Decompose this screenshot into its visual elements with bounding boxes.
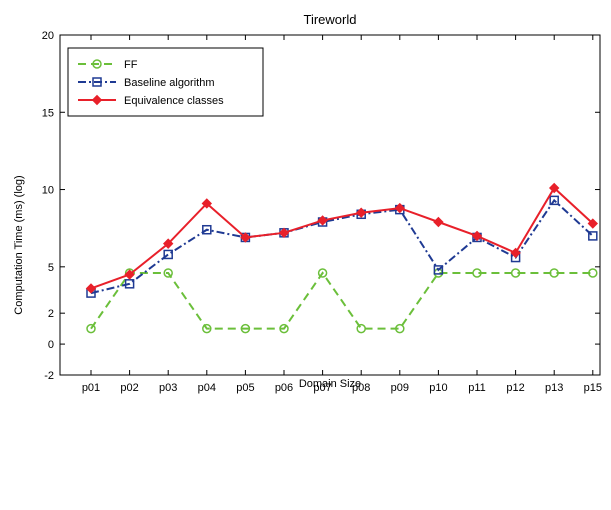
data-point (355, 207, 367, 218)
legend-label: Baseline algorithm (124, 77, 215, 89)
series-line (90, 186, 594, 290)
data-point (279, 323, 289, 334)
data-point (124, 279, 135, 289)
data-point (317, 268, 328, 278)
data-point (395, 323, 405, 334)
x-tick-label: p04 (198, 382, 216, 394)
legend-item: Equivalence classes (78, 94, 224, 107)
data-point (510, 247, 521, 259)
data-point (240, 232, 251, 243)
data-point (202, 323, 212, 334)
x-tick-label: p15 (584, 382, 602, 394)
data-point (202, 224, 212, 235)
legend-marker (92, 59, 102, 69)
y-axis-label: Computation Time (ms) (log) (13, 175, 25, 314)
data-point (472, 268, 482, 278)
x-axis-label: Domain Size (299, 378, 361, 390)
x-tick-label: p03 (159, 382, 177, 394)
legend-item: Baseline algorithm (78, 77, 215, 89)
data-point (317, 215, 328, 226)
data-point (86, 323, 96, 334)
data-point (124, 269, 135, 280)
data-point (394, 202, 406, 214)
series-line (90, 198, 594, 295)
data-point (588, 231, 598, 241)
x-tick-label: p11 (468, 382, 486, 394)
y-tick-label: 10 (42, 185, 54, 197)
data-point (587, 218, 599, 229)
y-tick-label: 15 (42, 107, 54, 119)
x-tick-label: p05 (236, 382, 254, 394)
data-point (278, 227, 290, 239)
x-tick-label: p06 (275, 382, 293, 394)
data-point (510, 268, 521, 278)
x-tick-label: p02 (120, 382, 138, 394)
x-tick-label: p09 (391, 382, 409, 394)
data-point (433, 265, 444, 275)
legend: FF Baseline algorithm Equivalence classes (67, 47, 264, 117)
x-tick-label: p07 (313, 382, 331, 394)
y-tick-label: -2 (44, 370, 54, 382)
data-point (201, 198, 213, 209)
legend-item: FF (78, 59, 138, 71)
y-axis-ticks: -2 0 2 5 10 15 20 (42, 30, 600, 382)
data-point (549, 195, 559, 206)
legend-label: Equivalence classes (124, 95, 224, 107)
y-tick-label: 2 (48, 308, 54, 320)
x-tick-label: p13 (545, 382, 563, 394)
data-point (433, 216, 444, 228)
chart-title: Tireworld (304, 12, 357, 27)
x-axis-ticks: p01 p02 p03 p04 p05 p06 p07 p08 p09 p10 p11 p12 p13 p… (82, 35, 602, 394)
y-tick-label: 20 (42, 30, 54, 42)
data-point (163, 249, 173, 260)
legend-marker (91, 94, 103, 106)
legend-marker (92, 77, 102, 87)
y-tick-label: 5 (48, 262, 54, 274)
x-tick-label: p12 (506, 382, 524, 394)
data-point (240, 323, 251, 334)
y-tick-label: 0 (48, 339, 54, 351)
data-point (356, 323, 366, 334)
x-tick-label: p01 (82, 382, 100, 394)
series-layer (85, 182, 599, 334)
series-equivalence-classes (85, 182, 599, 294)
x-tick-label: p08 (352, 382, 370, 394)
data-point (163, 268, 173, 278)
data-point (162, 238, 174, 249)
data-point (588, 268, 598, 278)
x-tick-label: p10 (429, 382, 447, 394)
series-line (90, 271, 593, 330)
data-point (548, 182, 560, 194)
data-point (85, 283, 97, 294)
legend-label: FF (124, 59, 138, 71)
data-point (471, 230, 483, 242)
data-point (549, 268, 559, 278)
